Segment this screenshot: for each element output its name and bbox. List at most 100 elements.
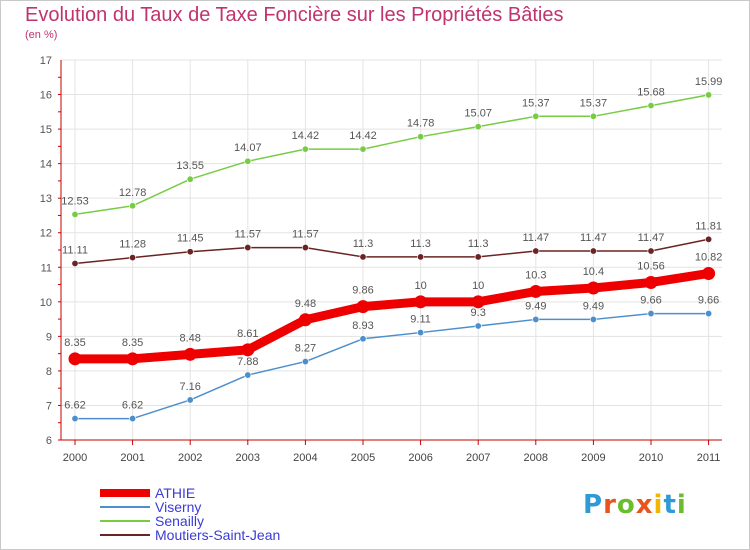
series-senailly <box>71 91 713 218</box>
data-label: 10.82 <box>695 251 723 263</box>
y-tick-label: 13 <box>40 193 52 205</box>
data-label: 9.49 <box>525 300 546 312</box>
data-point <box>356 300 370 314</box>
data-point <box>589 315 597 323</box>
logo-letter: i <box>676 490 687 520</box>
x-tick-label: 2009 <box>581 452 605 464</box>
logo-letter: t <box>663 490 677 520</box>
data-point <box>474 253 482 261</box>
x-tick-label: 2006 <box>408 452 432 464</box>
logo-letter: i <box>653 490 664 520</box>
data-label: 15.37 <box>522 97 550 109</box>
data-point <box>474 123 482 131</box>
x-tick-label: 2002 <box>178 452 202 464</box>
data-label: 12.78 <box>119 187 147 199</box>
data-label: 11.47 <box>522 232 549 244</box>
data-label: 9.48 <box>295 298 316 310</box>
data-point <box>186 175 194 183</box>
data-point <box>298 313 312 327</box>
x-tick-label: 2003 <box>236 452 260 464</box>
data-point <box>359 253 367 261</box>
legend-swatch <box>100 506 150 508</box>
data-label: 10.3 <box>525 269 546 281</box>
data-label: 11.11 <box>62 244 88 256</box>
data-label: 12.53 <box>61 195 89 207</box>
data-label: 14.07 <box>234 142 262 154</box>
gridlines <box>61 59 722 441</box>
data-point <box>705 310 713 318</box>
data-point <box>183 347 197 361</box>
legend-label: ATHIE <box>155 485 196 501</box>
series-layer <box>68 91 716 423</box>
data-label: 11.45 <box>177 233 204 245</box>
x-tick-label: 2000 <box>63 452 87 464</box>
data-point <box>359 145 367 153</box>
data-point <box>589 112 597 120</box>
data-label: 9.11 <box>410 314 431 326</box>
x-tick-label: 2005 <box>351 452 375 464</box>
y-tick-label: 7 <box>46 400 52 412</box>
data-label: 11.57 <box>292 229 319 241</box>
chart-title: Evolution du Taux de Taxe Foncière sur l… <box>25 4 564 26</box>
x-tick-label: 2008 <box>524 452 548 464</box>
data-point <box>417 133 425 141</box>
data-point <box>647 247 655 255</box>
series-athie <box>68 266 716 366</box>
data-label: 9.49 <box>583 300 604 312</box>
data-point <box>71 210 79 218</box>
data-label: 11.3 <box>353 238 374 250</box>
series-viserny <box>71 310 713 423</box>
series-line <box>74 312 710 420</box>
logo-letter: P <box>583 490 604 520</box>
logo-letter: r <box>603 490 617 520</box>
data-point <box>244 244 252 252</box>
data-point <box>532 247 540 255</box>
data-point <box>129 415 137 423</box>
data-point <box>244 371 252 379</box>
y-tick-label: 14 <box>40 159 52 171</box>
data-label: 15.99 <box>695 76 723 88</box>
series-moutiers-saint-jean <box>71 235 713 267</box>
data-point <box>359 335 367 343</box>
data-point <box>241 343 255 357</box>
proxiti-logo: Proxiti <box>583 490 687 520</box>
data-point <box>705 91 713 99</box>
data-point <box>301 145 309 153</box>
data-label: 15.37 <box>580 97 608 109</box>
data-label: 6.62 <box>122 400 143 412</box>
y-tick-label: 12 <box>40 228 52 240</box>
legend-swatch <box>100 489 150 497</box>
data-label: 14.42 <box>349 130 377 142</box>
data-label: 8.35 <box>122 337 143 349</box>
data-label: 13.55 <box>176 160 204 172</box>
data-label: 8.93 <box>352 320 373 332</box>
data-point <box>68 352 82 366</box>
data-label: 14.42 <box>292 130 320 142</box>
data-point <box>186 248 194 256</box>
data-point <box>589 247 597 255</box>
data-point <box>244 157 252 165</box>
data-label: 8.35 <box>64 337 85 349</box>
data-point <box>532 112 540 120</box>
data-point <box>702 266 716 280</box>
data-point <box>529 284 543 298</box>
series-line <box>74 94 710 216</box>
data-point <box>471 295 485 309</box>
data-point <box>647 102 655 110</box>
logo-letter: x <box>635 490 654 520</box>
data-label: 10.4 <box>583 266 604 278</box>
legend-label: Moutiers-Saint-Jean <box>155 527 281 543</box>
data-label: 15.07 <box>464 108 492 120</box>
data-label: 9.66 <box>640 295 661 307</box>
chart-unit-label: (en %) <box>25 29 58 41</box>
data-label: 9.86 <box>352 285 373 297</box>
data-label: 10.56 <box>637 260 665 272</box>
data-label: 6.62 <box>64 400 85 412</box>
data-label: 9.3 <box>471 307 486 319</box>
y-tick-label: 16 <box>40 90 52 102</box>
data-point <box>474 322 482 330</box>
data-label: 15.68 <box>637 87 665 99</box>
series-line <box>74 238 710 265</box>
data-point <box>586 281 600 295</box>
data-point <box>647 310 655 318</box>
